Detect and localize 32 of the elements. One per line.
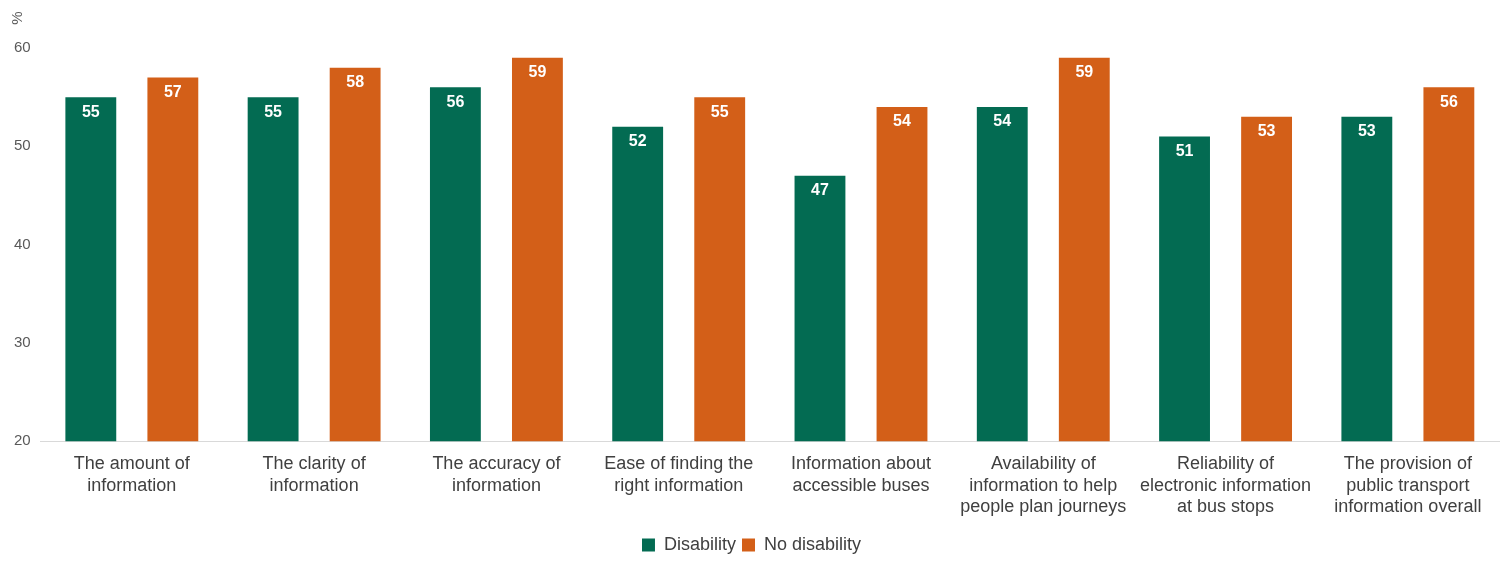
data-label: 55 bbox=[710, 102, 729, 120]
data-label: 57 bbox=[163, 82, 182, 100]
y-tick-label: 60 bbox=[14, 38, 31, 56]
legend-label: Disability bbox=[663, 533, 736, 554]
data-label: 55 bbox=[264, 102, 283, 120]
legend-label: No disability bbox=[763, 533, 862, 554]
x-tick-label: Ease of finding the right information bbox=[604, 452, 754, 495]
data-label: 55 bbox=[81, 102, 100, 120]
y-tick-label: 20 bbox=[14, 431, 31, 449]
x-tick-label: The accuracy of information bbox=[432, 452, 562, 495]
y-tick-label: 50 bbox=[14, 136, 31, 154]
data-label: 58 bbox=[346, 73, 365, 91]
x-tick-label: Availability of information to help people plan journeys bbox=[960, 452, 1127, 517]
data-label: 56 bbox=[446, 92, 465, 110]
data-label: 59 bbox=[528, 63, 547, 81]
data-label: 47 bbox=[811, 181, 829, 199]
x-tick-label: The clarity of information bbox=[262, 452, 367, 495]
data-label: 53 bbox=[1257, 122, 1276, 140]
y-tick-label: 40 bbox=[14, 234, 31, 252]
x-tick-label: The amount of information bbox=[73, 452, 191, 495]
data-label: 59 bbox=[1075, 63, 1094, 81]
x-tick-label: The provision of public transport information overall bbox=[1334, 452, 1482, 517]
data-label: 53 bbox=[1357, 122, 1376, 140]
data-label: 52 bbox=[628, 132, 647, 150]
data-label: 51 bbox=[1175, 141, 1194, 159]
x-tick-label: Information about accessible buses bbox=[790, 452, 932, 495]
data-label: 54 bbox=[993, 112, 1012, 130]
data-label: 56 bbox=[1439, 92, 1458, 110]
y-axis-title: % bbox=[8, 11, 26, 25]
data-label: 54 bbox=[893, 112, 911, 130]
x-tick-label: Reliability of electronic information at bus stops bbox=[1140, 452, 1312, 517]
y-tick-label: 30 bbox=[14, 333, 31, 351]
